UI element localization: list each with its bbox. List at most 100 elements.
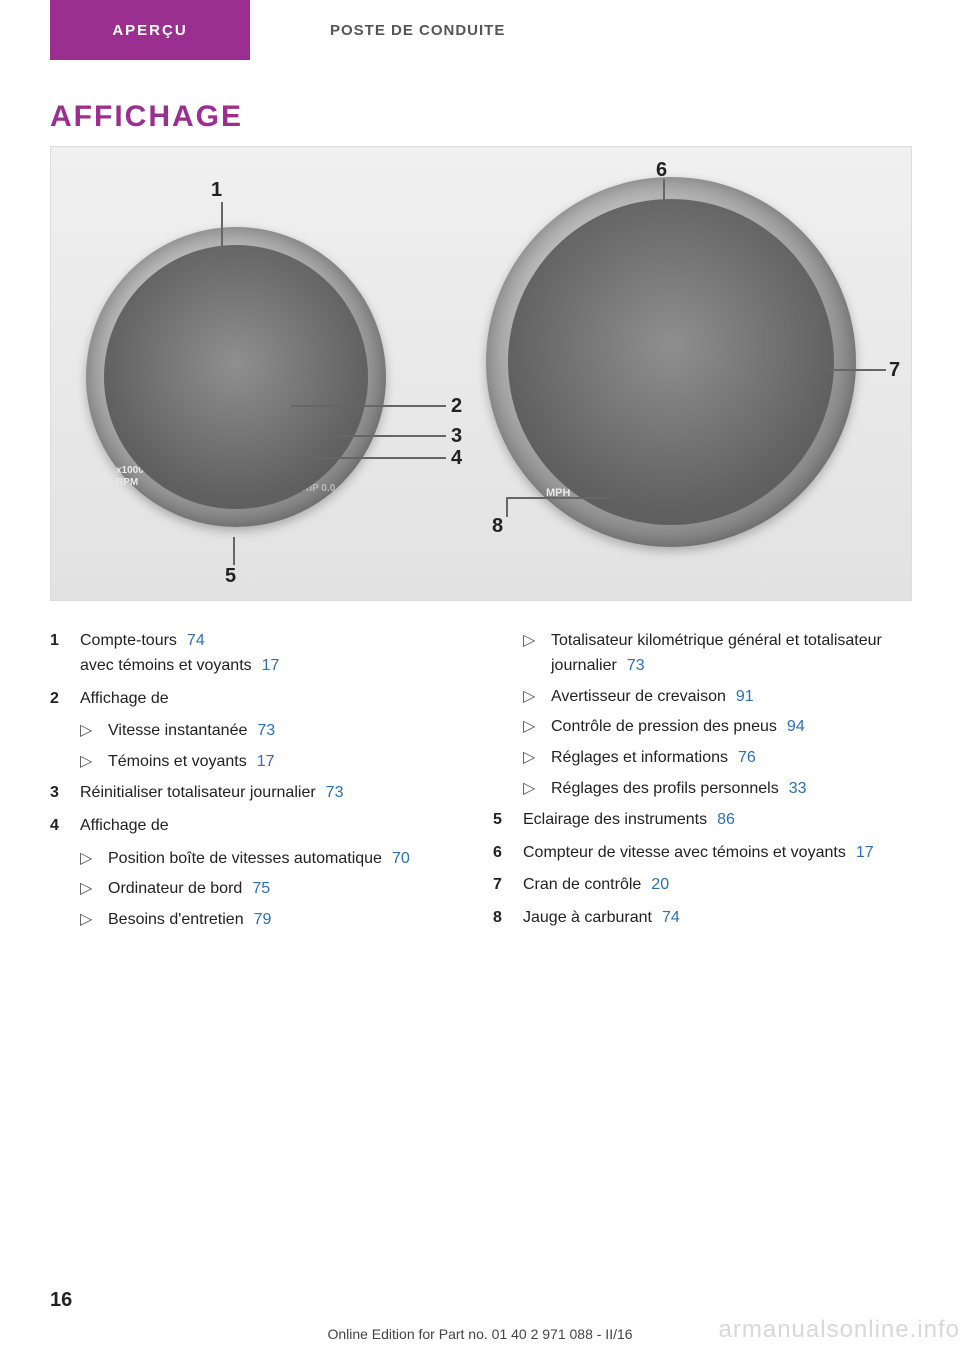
legend-subtext: Totalisateur kilométrique général et to­… [551,629,910,679]
legend-item: 5Eclairage des instruments86 [493,808,910,833]
speedometer-gauge: 40 50 60 70 80 90 100 110 120 130 140 MP… [486,177,856,547]
triangle-bullet-icon: ▷ [80,908,108,933]
legend-subtext: Ordinateur de bord75 [108,877,467,902]
page-reference[interactable]: 91 [736,688,754,705]
triangle-bullet-icon: ▷ [80,750,108,775]
legend-subtext: Vitesse instantanée73 [108,719,467,744]
speedo-tick: 80 [661,219,674,233]
legend-subtext: Position boîte de vitesses automati­que7… [108,847,467,872]
tacho-tick: 7 [316,412,324,428]
speedo-tick: 130 [778,402,798,416]
speedo-tick: 60 [571,267,584,281]
legend-subitem: ▷Totalisateur kilométrique général et to… [523,629,910,679]
tacho-tick: 6 [316,337,324,353]
legend-subitem: ▷Témoins et voyants17 [80,750,467,775]
callout-line [663,179,665,204]
legend-item: 3Réinitialiser totalisateur journalier73 [50,781,467,806]
triangle-bullet-icon: ▷ [523,715,551,740]
speedo-tick: 100 [751,265,771,279]
page-reference[interactable]: 75 [252,880,270,897]
tacho-display [196,377,276,447]
legend-subitem: ▷Besoins d'entretien79 [80,908,467,933]
tacho-tick: 3 [186,282,194,298]
speedo-tick: 140 [759,442,779,456]
page-number: 16 [50,1289,72,1312]
tacho-tick: 1 [141,412,149,428]
legend-subtext: Réglages et informations76 [551,746,910,771]
legend-subitem: ▷Vitesse instantanée73 [80,719,467,744]
legend-text: Compte-tours74avec témoins et voyants17 [80,629,467,679]
legend-number: 1 [50,629,80,679]
tacho-tick: 5 [278,282,286,298]
triangle-bullet-icon: ▷ [80,847,108,872]
rpm-unit2: RPM [116,477,138,488]
tacho-tick: 8 [281,462,289,478]
legend-number: 7 [493,873,523,898]
tacho-tick: 2 [141,337,149,353]
callout-2: 2 [451,395,462,418]
legend-item: 2Affichage de [50,687,467,712]
tacho-tick: 4 [231,264,239,280]
triangle-bullet-icon: ▷ [523,746,551,771]
speedo-tick: 50 [546,317,559,331]
legend-item: 8Jauge à carburant74 [493,906,910,931]
page-reference[interactable]: 17 [257,753,275,770]
legend-text: Affichage de [80,687,467,712]
legend-sublist: ▷Vitesse instantanée73 ▷Témoins et voyant… [80,719,467,775]
legend-number: 3 [50,781,80,806]
callout-line [233,537,235,565]
triangle-bullet-icon: ▷ [80,877,108,902]
legend-number: 5 [493,808,523,833]
page-header: APERÇU POSTE DE CONDUITE [0,0,960,60]
page-reference[interactable]: 20 [651,876,669,893]
speedo-tick: 40 [546,377,559,391]
watermark: armanualsonline.info [719,1316,960,1344]
legend-subitem: ▷Ordinateur de bord75 [80,877,467,902]
triangle-bullet-icon: ▷ [523,685,551,710]
page-reference[interactable]: 74 [187,632,205,649]
breadcrumb: POSTE DE CONDUITE [330,0,505,60]
section-tab: APERÇU [50,0,250,60]
speedo-tick: 110 [778,312,797,326]
legend-text: Compteur de vitesse avec témoins et voy­… [523,841,910,866]
legend-text: Jauge à carburant74 [523,906,910,931]
speedo-tick: 70 [611,232,624,246]
instrument-cluster-figure: 1 2 3 4 5 6 7 8 x1000 RPM TRIP 0.0 40 50… [50,146,912,601]
page-title: AFFICHAGE [50,100,960,134]
callout-line [326,435,446,437]
page-reference[interactable]: 76 [738,749,756,766]
callout-line [506,497,508,517]
right-column: ▷Totalisateur kilométrique général et to… [493,629,910,939]
legend-number: 2 [50,687,80,712]
legend-columns: 1Compte-tours74avec témoins et voyants17… [50,629,910,939]
callout-8: 8 [492,515,503,538]
callout-4: 4 [451,447,462,470]
page-reference[interactable]: 79 [254,911,272,928]
page-reference[interactable]: 86 [717,811,735,828]
callout-1: 1 [211,179,222,202]
rpm-unit: x1000 [116,465,144,476]
callout-5: 5 [225,565,236,588]
page-reference[interactable]: 94 [787,718,805,735]
page-reference[interactable]: 17 [856,844,874,861]
callout-line [826,369,886,371]
legend-subtext: Besoins d'entretien79 [108,908,467,933]
triangle-bullet-icon: ▷ [80,719,108,744]
page-reference[interactable]: 17 [262,657,280,674]
legend-text: Affichage de [80,814,467,839]
callout-line [311,457,446,459]
page-reference[interactable]: 73 [326,784,344,801]
page-reference[interactable]: 73 [257,722,275,739]
trip-label: TRIP 0.0 [296,483,335,494]
page-reference[interactable]: 70 [392,850,410,867]
legend-subitem: ▷Contrôle de pression des pneus94 [523,715,910,740]
tachometer-gauge: 1 2 3 4 5 6 7 8 x1000 RPM TRIP 0.0 [86,227,386,527]
legend-subtext: Avertisseur de crevaison91 [551,685,910,710]
page-reference[interactable]: 33 [789,780,807,797]
page-reference[interactable]: 73 [627,657,645,674]
legend-subitem: ▷Avertisseur de crevaison91 [523,685,910,710]
legend-item: 1Compte-tours74avec témoins et voyants17 [50,629,467,679]
legend-subtext: Réglages des profils personnels33 [551,777,910,802]
page-reference[interactable]: 74 [662,909,680,926]
legend-text: Cran de contrôle20 [523,873,910,898]
